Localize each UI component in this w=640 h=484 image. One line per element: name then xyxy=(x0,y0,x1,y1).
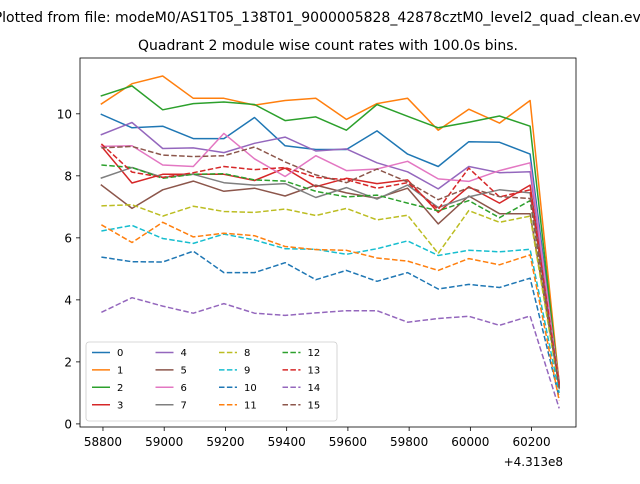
series-line-12 xyxy=(101,164,560,387)
legend-label-7: 7 xyxy=(181,400,187,411)
y-tick-label: 8 xyxy=(64,169,72,183)
legend-label-14: 14 xyxy=(308,383,321,394)
legend-label-0: 0 xyxy=(117,348,123,359)
x-tick-label: 60200 xyxy=(513,435,551,449)
legend-box xyxy=(85,341,338,422)
legend-label-8: 8 xyxy=(244,348,250,359)
y-tick-label: 6 xyxy=(64,231,72,245)
legend-label-2: 2 xyxy=(117,383,123,394)
series-line-8 xyxy=(101,203,560,390)
y-tick-label: 4 xyxy=(64,293,72,307)
series-line-11 xyxy=(101,221,560,401)
chart-title: Quadrant 2 module wise count rates with … xyxy=(138,38,518,54)
legend-label-5: 5 xyxy=(181,366,187,377)
axes-frame xyxy=(79,57,577,428)
x-axis-ticks: 58800 59000 59200 59400 59600 59800 60000 60200 xyxy=(84,427,551,449)
series-line-6 xyxy=(100,132,561,388)
series-line-13 xyxy=(100,143,560,386)
y-axis-ticks: 0 2 4 6 8 10 xyxy=(57,107,80,431)
legend-label-3: 3 xyxy=(117,400,123,411)
series-line-10 xyxy=(101,250,560,398)
legend-label-13: 13 xyxy=(308,366,321,377)
series-line-9 xyxy=(101,224,560,394)
x-tick-label: 59400 xyxy=(268,435,306,449)
y-tick-label: 0 xyxy=(64,417,72,431)
legend-label-11: 11 xyxy=(244,400,257,411)
series-line-1 xyxy=(100,75,561,385)
figure-suptitle: Plotted from file: modeM0/AS1T05_138T01_… xyxy=(0,10,640,26)
x-tick-label: 58800 xyxy=(84,435,122,449)
legend-label-6: 6 xyxy=(181,383,187,394)
series-line-4 xyxy=(100,121,561,386)
x-tick-label: 59200 xyxy=(206,435,244,449)
x-offset-label: +4.313e8 xyxy=(504,455,563,469)
legend-label-4: 4 xyxy=(181,348,187,359)
series-line-5 xyxy=(100,180,561,388)
series-line-14 xyxy=(101,296,560,409)
legend-label-10: 10 xyxy=(244,383,257,394)
x-tick-label: 59800 xyxy=(390,435,428,449)
series-line-15 xyxy=(101,145,560,389)
y-tick-label: 2 xyxy=(64,355,72,369)
y-tick-label: 10 xyxy=(57,107,72,121)
x-tick-label: 59000 xyxy=(145,435,183,449)
series-line-2 xyxy=(100,85,561,388)
axes-spines xyxy=(79,57,577,428)
series-line-7 xyxy=(100,166,561,390)
x-tick-label: 59600 xyxy=(329,435,367,449)
legend-label-15: 15 xyxy=(308,400,321,411)
legend-label-9: 9 xyxy=(244,366,250,377)
legend-label-12: 12 xyxy=(308,348,321,359)
x-tick-label: 60000 xyxy=(451,435,489,449)
series-lines xyxy=(100,75,561,409)
legend-label-1: 1 xyxy=(117,366,123,377)
